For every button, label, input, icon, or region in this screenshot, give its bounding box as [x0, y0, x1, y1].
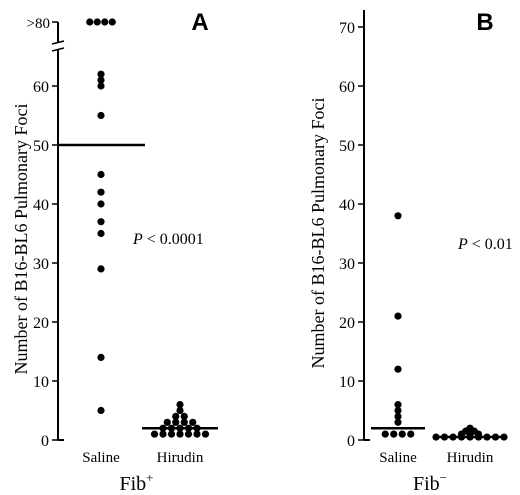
- y-tick-label: 60: [339, 79, 355, 96]
- panel-letter: A: [191, 9, 208, 36]
- data-point: [394, 212, 402, 220]
- p-value-text: < 0.0001: [143, 231, 204, 248]
- data-point: [167, 430, 176, 438]
- data-point: [407, 430, 415, 438]
- data-point: [462, 427, 470, 435]
- y-tick-label: 0: [41, 433, 49, 450]
- y-tick-label: 20: [33, 315, 49, 332]
- panel-letter: B: [476, 9, 493, 36]
- data-point: [176, 401, 184, 409]
- axis-break-mark: [51, 40, 65, 45]
- y-tick-label: >80: [27, 16, 50, 32]
- data-point: [97, 218, 105, 226]
- x-axis-label-sup: +: [146, 470, 153, 485]
- data-point: [394, 418, 402, 426]
- y-tick-label: 0: [347, 433, 355, 450]
- y-tick-label: 50: [33, 138, 49, 155]
- p-value-annotation: P < 0.0001: [132, 231, 204, 248]
- data-point: [97, 265, 105, 273]
- data-point: [97, 82, 105, 90]
- data-point: [394, 401, 402, 409]
- data-point: [180, 412, 188, 420]
- data-point: [97, 188, 105, 196]
- data-point: [176, 430, 184, 438]
- data-point: [193, 430, 201, 438]
- y-tick-label: 60: [33, 79, 49, 96]
- x-category-label: Saline: [82, 450, 120, 466]
- data-point-above-break: [108, 18, 116, 26]
- y-tick-label: 30: [339, 256, 355, 273]
- x-category-label: Hirudin: [157, 450, 204, 466]
- data-point: [97, 76, 105, 84]
- y-tick-label: 30: [33, 256, 49, 273]
- y-axis-label: Number of B16-BL6 Pulmonary Foci: [11, 104, 31, 375]
- data-point: [97, 111, 105, 120]
- y-tick-label: 70: [339, 20, 355, 37]
- p-value-symbol: P: [457, 236, 468, 253]
- data-point: [201, 430, 210, 438]
- data-point: [159, 430, 167, 438]
- data-point: [97, 70, 105, 78]
- data-point: [180, 418, 188, 426]
- data-point: [394, 412, 402, 420]
- y-tick-label: 50: [339, 138, 355, 155]
- data-point: [470, 427, 478, 435]
- data-point: [394, 406, 402, 415]
- y-tick-label: 10: [339, 374, 355, 391]
- data-point: [172, 418, 180, 426]
- data-point: [381, 430, 389, 438]
- data-point: [172, 412, 180, 420]
- chart-panel-b: 0 10 20 30 40 50 60 70 Number of B16-BL6 Pulmona…: [308, 9, 513, 495]
- data-point-above-break: [101, 18, 109, 26]
- data-point: [97, 406, 105, 415]
- x-axis-label-base: Fib: [119, 473, 146, 495]
- x-axis-label: Fib+: [119, 470, 153, 495]
- p-value-symbol: P: [132, 231, 143, 248]
- data-point: [189, 418, 197, 426]
- data-point: [390, 430, 398, 438]
- data-point: [394, 365, 402, 373]
- y-axis-label: Number of B16-BL6 Pulmonary Foci: [308, 98, 328, 369]
- data-point-above-break: [93, 18, 101, 26]
- data-point: [184, 430, 193, 438]
- data-point: [97, 170, 105, 179]
- data-point: [97, 200, 105, 208]
- y-tick-label: 40: [33, 197, 49, 214]
- x-category-label: Saline: [379, 450, 417, 466]
- y-tick-label: 10: [33, 374, 49, 391]
- data-point: [394, 312, 402, 320]
- data-point: [97, 229, 105, 238]
- data-point: [97, 353, 105, 361]
- data-point-above-break: [86, 18, 94, 26]
- p-value-annotation: P < 0.01: [457, 236, 513, 253]
- x-axis-label-base: Fib: [413, 473, 440, 495]
- y-tick-label: 20: [339, 315, 355, 332]
- data-point: [176, 406, 184, 415]
- data-point: [163, 418, 171, 426]
- data-point: [398, 430, 406, 438]
- data-point: [150, 430, 159, 438]
- p-value-text: < 0.01: [468, 236, 513, 253]
- x-category-label: Hirudin: [447, 450, 494, 466]
- x-axis-label-sup: −: [440, 470, 447, 485]
- x-axis-label: Fib−: [413, 470, 447, 495]
- y-tick-label: 40: [339, 197, 355, 214]
- axis-break-mark: [51, 47, 65, 52]
